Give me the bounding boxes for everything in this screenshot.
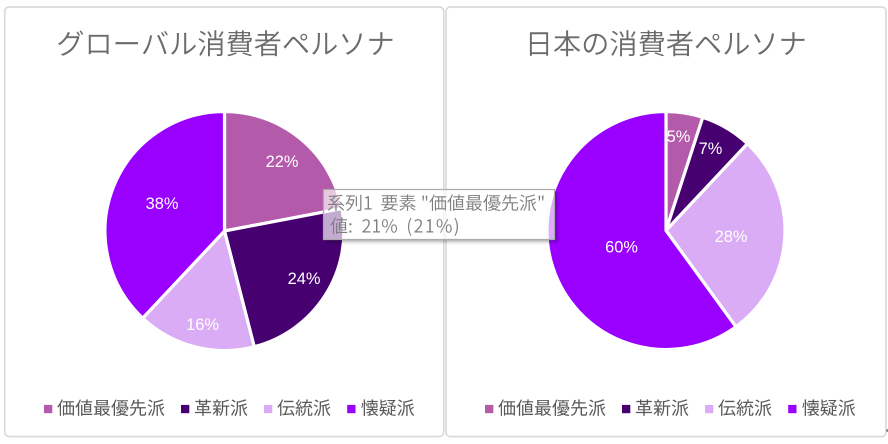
svg-text:16%: 16% [186,316,219,334]
svg-text:7%: 7% [699,140,723,158]
svg-text:5%: 5% [667,128,691,146]
svg-text:28%: 28% [715,228,748,246]
svg-text:38%: 38% [146,195,179,213]
svg-text:24%: 24% [288,270,321,288]
svg-text:60%: 60% [605,239,638,257]
svg-text:22%: 22% [266,153,299,171]
